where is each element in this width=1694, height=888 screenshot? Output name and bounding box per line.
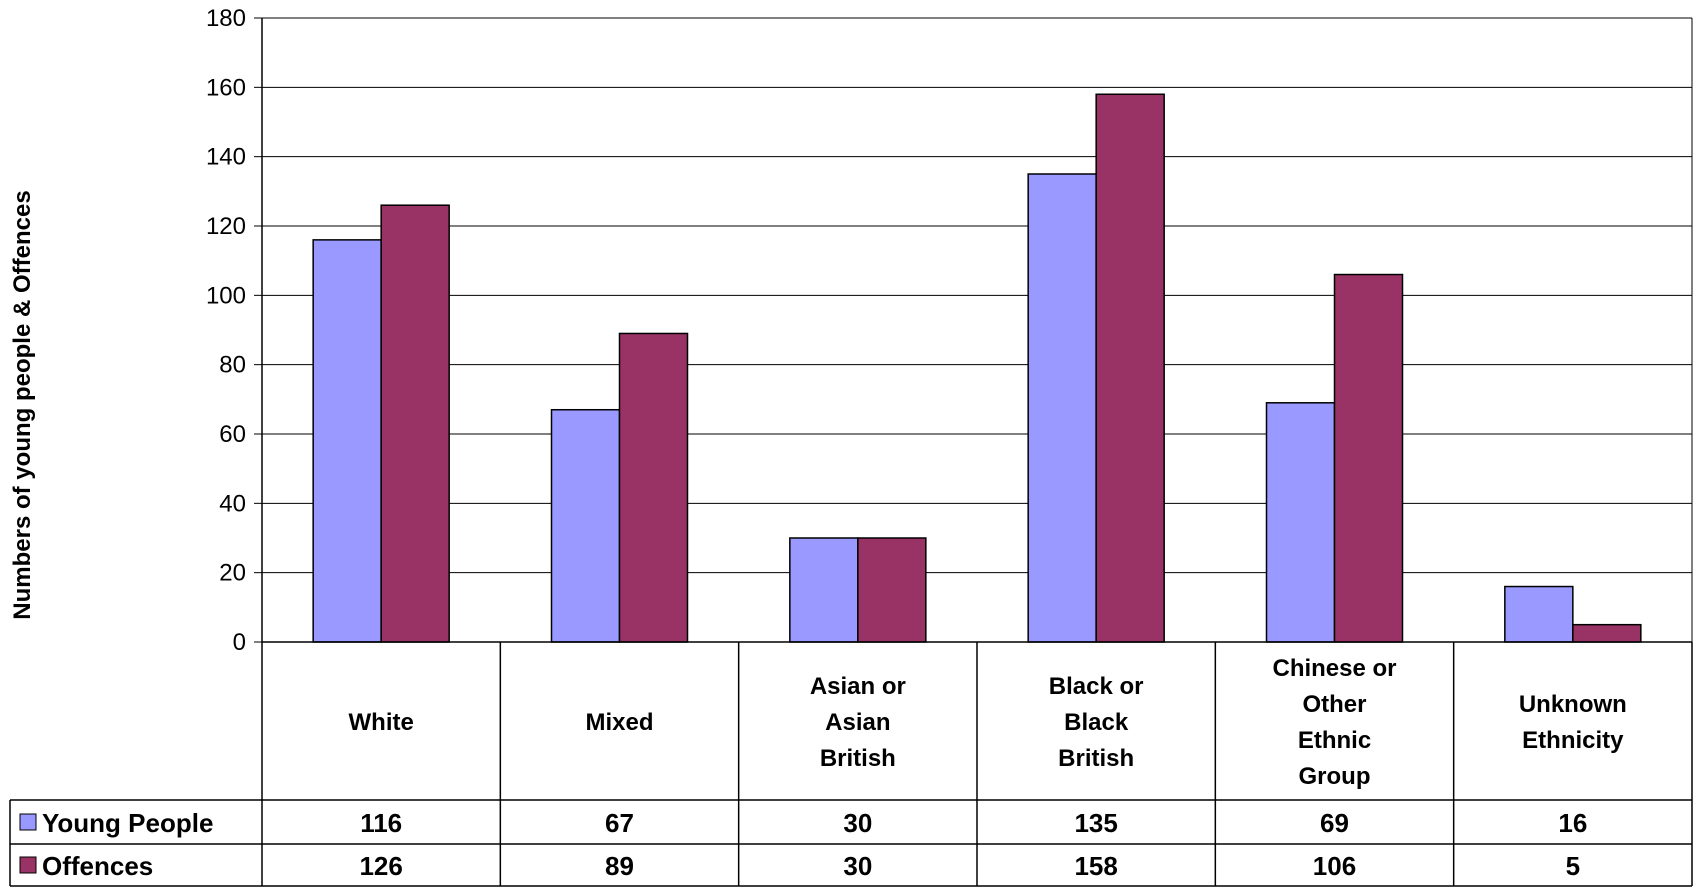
category-label: Ethnicity [1522, 727, 1624, 754]
category-label: Chinese or [1272, 655, 1396, 682]
bar-offences [380, 204, 450, 643]
data-label: 16 [1558, 808, 1587, 838]
y-tick-label: 20 [219, 560, 246, 587]
bar-young-people [1027, 173, 1097, 643]
data-label: 126 [359, 851, 402, 881]
y-tick-label: 140 [206, 144, 246, 171]
category-label: Mixed [585, 709, 653, 736]
gridlines [261, 17, 1693, 643]
legend-swatch [19, 856, 37, 874]
legend-entry: Offences [42, 851, 153, 881]
data-label: 158 [1074, 851, 1117, 881]
category-label: White [349, 709, 414, 736]
data-label: 30 [843, 808, 872, 838]
category-label: Other [1302, 691, 1366, 718]
data-label: 5 [1566, 851, 1580, 881]
bar-young-people [312, 239, 382, 643]
data-table: White Mixed Asian or Asian British Black or Bl… [9, 641, 1693, 887]
bars [312, 93, 1642, 643]
bar-young-people [789, 537, 859, 643]
category-label: British [820, 745, 896, 772]
category-label: Black [1064, 709, 1129, 736]
category-label: British [1058, 745, 1134, 772]
data-label: 106 [1313, 851, 1356, 881]
y-axis-ticks: 0 20 40 60 80 100 120 140 160 180 [206, 5, 262, 656]
bar-offences [857, 537, 927, 643]
y-tick-label: 100 [206, 282, 246, 309]
bar-offences [618, 332, 689, 643]
y-tick-label: 0 [233, 629, 246, 656]
y-tick-label: 80 [219, 352, 246, 379]
legend-entry: Young People [42, 808, 213, 838]
category-label: Asian [825, 709, 890, 736]
data-label: 30 [843, 851, 872, 881]
bar-offences [1095, 93, 1165, 643]
category-label: Group [1299, 763, 1371, 790]
data-label: 89 [605, 851, 634, 881]
y-axis-label: Numbers of young people & Offences [9, 190, 36, 619]
y-tick-label: 180 [206, 5, 246, 32]
y-tick-label: 60 [219, 421, 246, 448]
data-label: 135 [1074, 808, 1117, 838]
y-tick-label: 160 [206, 74, 246, 101]
category-label: Ethnic [1298, 727, 1371, 754]
data-label: 116 [360, 808, 402, 838]
bar-offences [1572, 623, 1642, 643]
bar-young-people [1504, 585, 1574, 643]
data-label: 69 [1320, 808, 1349, 838]
bar-young-people [550, 408, 621, 643]
category-label: Black or [1049, 673, 1144, 700]
y-tick-label: 120 [206, 213, 246, 240]
y-tick-label: 40 [219, 490, 246, 517]
category-label: Asian or [810, 673, 906, 700]
bar-offences [1333, 273, 1404, 643]
bar-young-people [1265, 402, 1336, 643]
legend-swatch [19, 813, 37, 831]
category-label: Unknown [1519, 691, 1627, 718]
data-label: 67 [605, 808, 634, 838]
